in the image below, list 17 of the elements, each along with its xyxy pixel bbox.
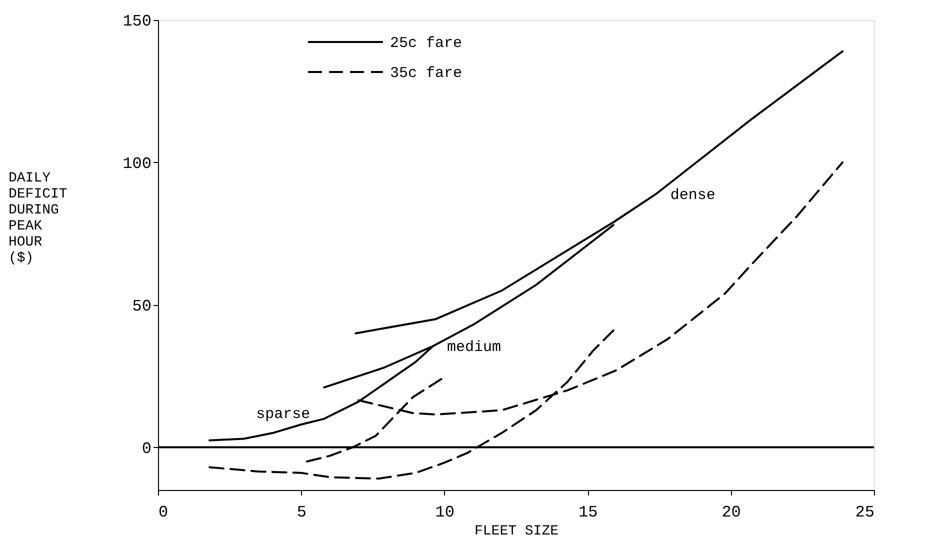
annotation: dense <box>670 186 716 204</box>
y-tick-label: 50 <box>132 297 152 316</box>
x-tick-label: 15 <box>578 504 598 522</box>
x-axis-title: FLEET SIZE <box>474 524 559 540</box>
y-axis-title: DAILY DEFICIT DURING PEAK HOUR ($) <box>8 170 68 266</box>
legend-label: 35c fare <box>390 65 462 82</box>
y-tick-label: 0 <box>142 440 152 458</box>
x-tick-label: 20 <box>722 504 741 522</box>
legend-label: 25c fare <box>390 35 462 52</box>
annotation: medium <box>446 339 501 356</box>
x-tick-label: 0 <box>158 504 168 522</box>
x-tick-label: 10 <box>435 504 454 522</box>
x-tick-label: 25 <box>855 504 874 522</box>
y-tick-label: 100 <box>122 154 152 173</box>
annotation: sparse <box>256 406 310 423</box>
x-tick-label: 5 <box>296 504 307 522</box>
y-tick-label: 150 <box>122 12 152 30</box>
